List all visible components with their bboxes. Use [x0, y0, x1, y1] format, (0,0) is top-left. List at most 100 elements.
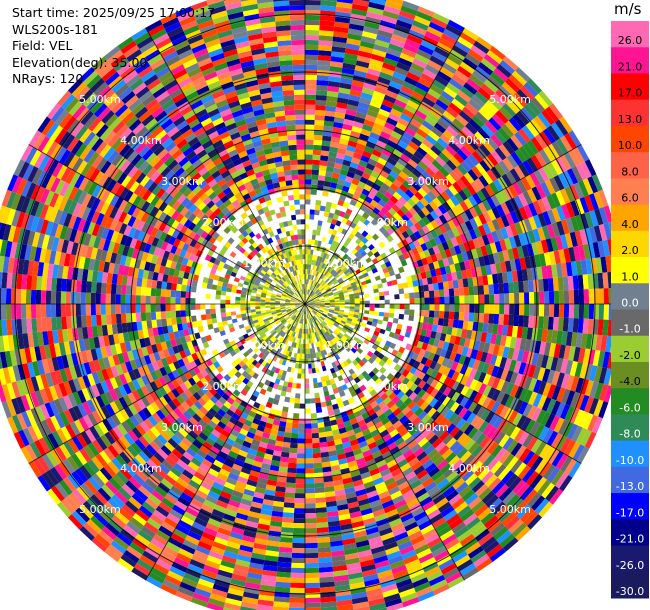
velocity-gate: [421, 391, 431, 402]
velocity-gate: [374, 85, 388, 95]
velocity-gate: [451, 254, 460, 265]
velocity-gate: [319, 205, 326, 212]
velocity-gate: [348, 166, 357, 174]
velocity-gate: [480, 408, 491, 421]
velocity-gate: [558, 419, 570, 436]
velocity-gate: [439, 304, 445, 312]
velocity-gate: [296, 453, 305, 459]
velocity-gate: [324, 110, 336, 117]
velocity-gate: [305, 542, 318, 549]
velocity-gate: [349, 161, 359, 170]
velocity-gate: [290, 437, 298, 444]
velocity-gate: [481, 490, 496, 505]
velocity-gate: [421, 120, 434, 131]
velocity-gate: [553, 250, 561, 265]
velocity-gate: [489, 304, 495, 314]
velocity-gate: [386, 117, 398, 127]
velocity-gate: [452, 118, 466, 130]
velocity-gate: [419, 124, 431, 135]
velocity-gate: [442, 420, 453, 431]
velocity-gate: [400, 394, 409, 403]
velocity-gate: [403, 43, 419, 54]
velocity-gate: [429, 238, 438, 248]
velocity-gate: [312, 310, 317, 315]
velocity-gate: [367, 158, 378, 167]
velocity-gate: [420, 271, 427, 280]
velocity-gate: [434, 304, 440, 312]
velocity-gate: [593, 366, 603, 383]
velocity-gate: [324, 270, 329, 276]
velocity-gate: [438, 204, 448, 215]
velocity-gate: [389, 195, 399, 204]
velocity-gate: [293, 518, 305, 524]
velocity-gate: [365, 257, 372, 264]
velocity-gate: [332, 314, 338, 319]
velocity-gate: [428, 130, 440, 142]
velocity-gate: [453, 245, 462, 255]
velocity-gate: [555, 235, 564, 251]
velocity-gate: [421, 414, 431, 424]
velocity-gate: [350, 84, 364, 93]
velocity-gate: [598, 401, 609, 419]
velocity-gate: [477, 507, 492, 521]
velocity-gate: [315, 260, 319, 267]
velocity-gate: [349, 199, 358, 207]
velocity-gate: [486, 544, 503, 559]
velocity-gate: [567, 275, 574, 291]
velocity-gate: [341, 185, 350, 193]
velocity-gate: [397, 366, 406, 375]
velocity-gate: [379, 328, 386, 335]
velocity-gate: [308, 363, 312, 369]
velocity-gate: [575, 260, 583, 276]
velocity-gate: [472, 524, 487, 538]
velocity-gate: [468, 98, 482, 112]
velocity-gate: [555, 357, 564, 373]
velocity-gate: [301, 373, 305, 379]
velocity-gate: [428, 200, 439, 211]
velocity-gate: [307, 249, 311, 255]
velocity-gate: [361, 230, 369, 238]
velocity-gate: [313, 287, 317, 292]
velocity-gate: [339, 304, 345, 307]
velocity-gate: [408, 29, 425, 40]
velocity-gate: [382, 230, 391, 239]
velocity-gate: [305, 513, 317, 519]
velocity-gate: [305, 244, 309, 250]
velocity-gate: [305, 119, 315, 125]
velocity-gate: [314, 397, 321, 404]
velocity-gate: [430, 187, 441, 198]
velocity-gate: [336, 316, 343, 321]
velocity-gate: [547, 448, 560, 465]
velocity-gate: [477, 201, 488, 214]
velocity-gate: [397, 157, 408, 167]
velocity-gate: [568, 461, 582, 478]
velocity-gate: [332, 213, 339, 221]
velocity-gate: [348, 232, 355, 240]
velocity-gate: [338, 339, 344, 345]
velocity-gate: [578, 289, 585, 304]
velocity-gate: [573, 289, 580, 304]
velocity-gate: [409, 374, 418, 384]
velocity-gate: [305, 29, 320, 36]
velocity-gate: [456, 418, 467, 430]
velocity-gate: [425, 367, 434, 377]
velocity-gate: [511, 70, 528, 86]
velocity-gate: [560, 234, 569, 250]
velocity-gate: [442, 341, 450, 351]
velocity-gate: [436, 325, 443, 334]
velocity-gate: [584, 195, 595, 212]
velocity-gate: [509, 96, 524, 111]
velocity-gate: [505, 494, 520, 509]
velocity-gate: [343, 180, 352, 188]
velocity-gate: [421, 184, 431, 194]
velocity-gate: [447, 219, 456, 230]
velocity-gate: [478, 420, 489, 433]
velocity-gate: [333, 235, 339, 242]
velocity-gate: [393, 363, 402, 372]
velocity-gate: [309, 306, 314, 310]
velocity-gate: [320, 446, 329, 453]
velocity-gate: [319, 301, 325, 304]
velocity-gate: [506, 325, 514, 337]
velocity-gate: [522, 190, 533, 205]
velocity-gate: [312, 229, 317, 236]
